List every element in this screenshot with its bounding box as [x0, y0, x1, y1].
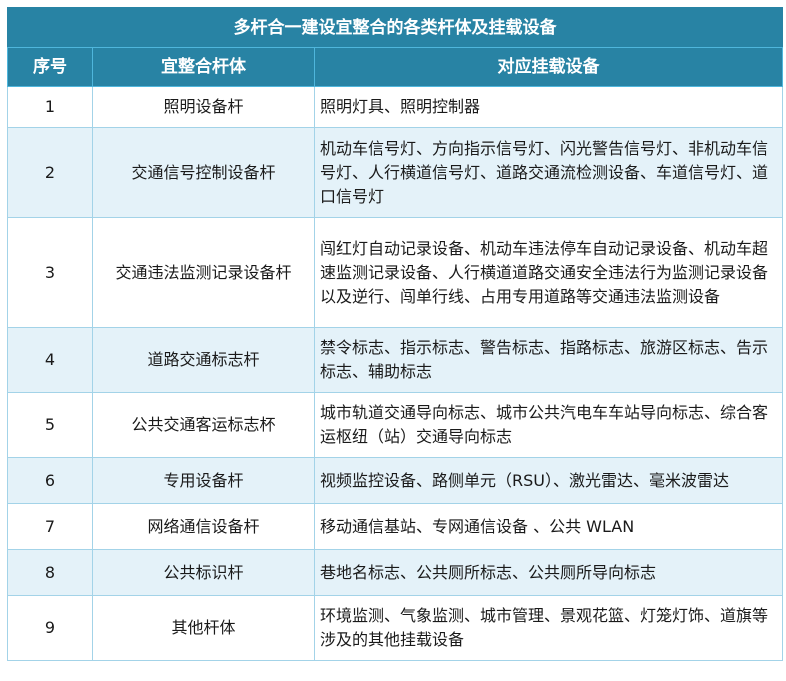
mounted-devices: 视频监控设备、路侧单元（RSU）、激光雷达、毫米波雷达 [313, 457, 784, 504]
pole-type: 公共标识杆 [92, 549, 315, 596]
column-header-no: 序号 [7, 47, 93, 87]
pole-type: 道路交通标志杆 [92, 327, 315, 393]
table-row: 1 照明设备杆 照明灯具、照明控制器 [7, 86, 784, 128]
table-row: 7 网络通信设备杆 移动通信基站、专网通信设备 、公共 WLAN [7, 503, 784, 550]
column-header-devices: 对应挂载设备 [313, 47, 784, 87]
row-number: 1 [7, 86, 93, 128]
pole-equipment-table: 多杆合一建设宜整合的各类杆体及挂载设备 序号 宜整合杆体 对应挂载设备 1 照明设… [6, 7, 784, 661]
pole-type: 其他杆体 [92, 595, 315, 661]
row-number: 6 [7, 457, 93, 504]
mounted-devices: 闯红灯自动记录设备、机动车违法停车自动记录设备、机动车超速监测记录设备、人行横道… [313, 217, 784, 328]
pole-type: 专用设备杆 [92, 457, 315, 504]
row-number: 3 [7, 217, 93, 328]
table-row: 3 交通违法监测记录设备杆 闯红灯自动记录设备、机动车违法停车自动记录设备、机动车超… [7, 217, 784, 328]
pole-type: 交通信号控制设备杆 [92, 127, 315, 218]
table-row: 8 公共标识杆 巷地名标志、公共厕所标志、公共厕所导向标志 [7, 549, 784, 596]
mounted-devices: 机动车信号灯、方向指示信号灯、闪光警告信号灯、非机动车信号灯、人行横道信号灯、道… [313, 127, 784, 218]
mounted-devices: 照明灯具、照明控制器 [313, 86, 784, 128]
mounted-devices: 环境监测、气象监测、城市管理、景观花篮、灯笼灯饰、道旗等涉及的其他挂载设备 [313, 595, 784, 661]
table-row: 2 交通信号控制设备杆 机动车信号灯、方向指示信号灯、闪光警告信号灯、非机动车信号灯… [7, 127, 784, 218]
pole-type: 网络通信设备杆 [92, 503, 315, 550]
table-row: 6 专用设备杆 视频监控设备、路侧单元（RSU）、激光雷达、毫米波雷达 [7, 457, 784, 504]
mounted-devices: 巷地名标志、公共厕所标志、公共厕所导向标志 [313, 549, 784, 596]
table-row: 4 道路交通标志杆 禁令标志、指示标志、警告标志、指路标志、旅游区标志、告示标志、辅… [7, 327, 784, 393]
row-number: 9 [7, 595, 93, 661]
table-row: 9 其他杆体 环境监测、气象监测、城市管理、景观花篮、灯笼灯饰、道旗等涉及的其他挂载… [7, 595, 784, 661]
mounted-devices: 移动通信基站、专网通信设备 、公共 WLAN [313, 503, 784, 550]
table-title: 多杆合一建设宜整合的各类杆体及挂载设备 [6, 7, 784, 48]
row-number: 7 [7, 503, 93, 550]
pole-type: 交通违法监测记录设备杆 [92, 217, 315, 328]
table-row: 5 公共交通客运标志杯 城市轨道交通导向标志、城市公共汽电车车站导向标志、综合客运枢… [7, 392, 784, 458]
row-number: 2 [7, 127, 93, 218]
row-number: 4 [7, 327, 93, 393]
pole-type: 公共交通客运标志杯 [92, 392, 315, 458]
row-number: 5 [7, 392, 93, 458]
pole-type: 照明设备杆 [92, 86, 315, 128]
row-number: 8 [7, 549, 93, 596]
mounted-devices: 城市轨道交通导向标志、城市公共汽电车车站导向标志、综合客运枢纽（站）交通导向标志 [313, 392, 784, 458]
mounted-devices: 禁令标志、指示标志、警告标志、指路标志、旅游区标志、告示标志、辅助标志 [313, 327, 784, 393]
column-header-pole: 宜整合杆体 [92, 47, 315, 87]
